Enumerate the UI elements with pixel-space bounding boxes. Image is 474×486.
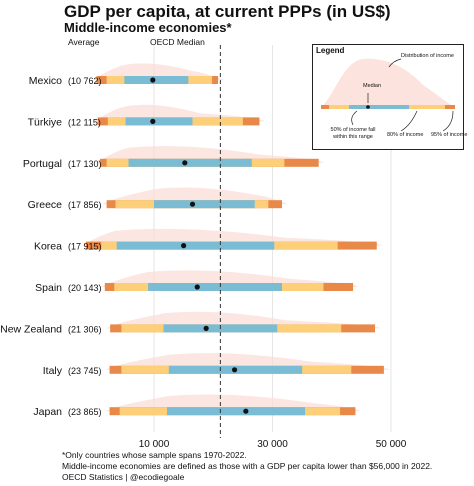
average-label: (17 915) [68, 242, 102, 252]
legend-p50-label: 50% of income fall within this range [330, 127, 376, 140]
country-label: Italy [43, 365, 63, 377]
bar-p50 [124, 76, 189, 84]
legend-arrow-distribution [388, 58, 402, 68]
footnote-definition: Middle-income economies are defined as t… [62, 461, 433, 471]
median-dot [150, 118, 156, 124]
average-label: (12 115) [68, 117, 101, 127]
chart-subtitle: Middle-income economies* [64, 20, 232, 35]
median-dot [231, 367, 238, 373]
average-label: (23 745) [68, 366, 102, 376]
distribution-shape [93, 104, 266, 122]
country-label: Spain [35, 282, 62, 294]
legend-p95-label: 95% of income [431, 132, 468, 138]
distribution-shape [106, 311, 382, 329]
legend-distribution-label: Distribution of income [401, 53, 454, 59]
distribution-shape [102, 187, 288, 205]
bar-p50 [167, 407, 306, 416]
average-label: (10 762) [68, 76, 102, 86]
x-tick-label: 30 000 [257, 439, 288, 450]
distribution-shape [81, 228, 383, 246]
average-label: (23 865) [68, 407, 102, 417]
median-dot [194, 284, 200, 290]
bar-p50 [154, 200, 255, 209]
legend-arrow-p50 [351, 110, 358, 126]
footnote-sample: *Only countries whose sample spans 1970-… [62, 450, 247, 460]
x-tick-label: 50 000 [376, 439, 407, 450]
country-label: Japan [33, 406, 62, 418]
legend-median-label: Median [363, 83, 382, 89]
distribution-shape [96, 146, 325, 163]
country-label: Mexico [29, 75, 62, 87]
distribution-shape [100, 270, 360, 287]
average-column-header: Average [68, 37, 100, 47]
legend-arrow-p80 [400, 110, 418, 132]
distribution-shape [105, 394, 362, 412]
bar-p50 [128, 158, 252, 167]
oecd-median-header: OECD Median [150, 37, 205, 47]
bar-p50 [116, 241, 275, 250]
median-dot [150, 77, 156, 83]
legend-title: Legend [316, 46, 345, 55]
average-label: (21 306) [68, 324, 102, 334]
median-dot [243, 408, 249, 414]
average-label: (17 856) [68, 200, 102, 210]
legend-bar-p50 [349, 105, 409, 109]
country-label: Portugal [23, 158, 62, 170]
legend-arrow-p95 [442, 110, 454, 132]
distribution-shape [105, 353, 390, 370]
median-dot [181, 243, 187, 249]
legend-median-dot [366, 105, 370, 109]
bar-p50 [125, 117, 193, 126]
country-label: Korea [34, 241, 62, 253]
legend-p80-label: 80% of income [387, 132, 424, 138]
average-label: (17 130) [68, 159, 102, 169]
median-dot [189, 201, 196, 207]
bar-p50 [148, 283, 282, 291]
x-tick-label: 10 000 [139, 439, 170, 450]
legend-distribution-shape [321, 58, 455, 107]
country-label: Greece [28, 199, 63, 211]
distribution-shape [92, 63, 224, 80]
median-dot [182, 160, 188, 166]
chart-title: GDP per capita, at current PPPs (in US$) [64, 2, 391, 21]
legend-graphic [321, 58, 455, 132]
legend-box: Legend Distribution of income Median 50%… [312, 44, 468, 150]
footnote-source: OECD Statistics | @ecodiegoale [62, 472, 185, 482]
country-label: New Zealand [0, 323, 62, 335]
average-label: (20 143) [68, 283, 102, 293]
country-label: Türkiye [28, 116, 63, 128]
median-dot [203, 325, 209, 331]
